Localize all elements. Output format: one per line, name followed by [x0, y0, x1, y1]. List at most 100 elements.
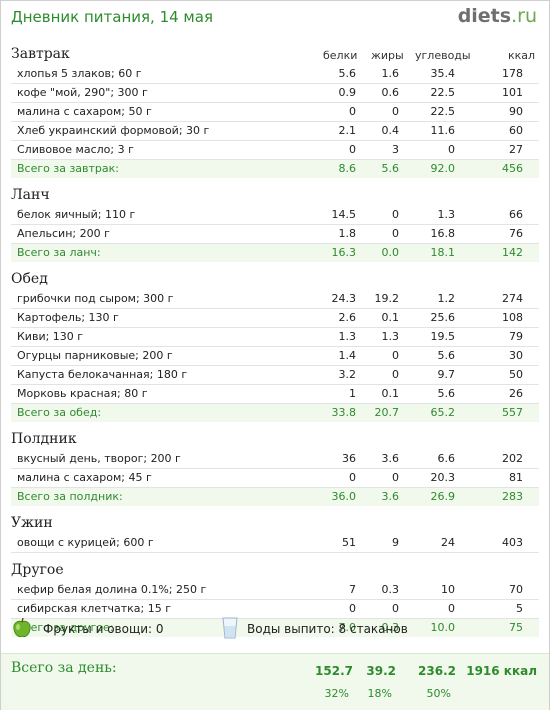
food-name: овощи с курицей; 600 г: [17, 536, 154, 549]
protein-value: 7: [349, 583, 356, 596]
total-carbs: 92.0: [430, 162, 456, 175]
kcal-value: 108: [502, 311, 523, 324]
meal-total-label: Всего за обед:: [17, 406, 102, 419]
food-row[interactable]: Апельсин; 200 г 1.8 0 16.8 76: [11, 225, 539, 244]
kcal-value: 81: [509, 471, 523, 484]
meal-section-title: Завтрак: [11, 46, 70, 62]
total-fat: 0.0: [381, 246, 400, 259]
total-fat: 5.6: [381, 162, 400, 175]
meal-section-title: Другое: [11, 562, 64, 578]
day-total-kcal: 1916 ккал: [466, 664, 537, 678]
meal-total-label: Всего за другое:: [17, 621, 114, 634]
food-name: Капуста белокачанная; 180 г: [17, 368, 188, 381]
food-row[interactable]: вкусный день, творог; 200 г 36 3.6 6.6 202: [11, 450, 539, 469]
kcal-value: 70: [509, 583, 523, 596]
food-row[interactable]: Хлеб украинский формовой; 30 г 2.1 0.4 11.6…: [11, 122, 539, 141]
kcal-value: 101: [502, 86, 523, 99]
protein-value: 51: [342, 536, 356, 549]
meal-section: Другое кефир белая долина 0.1%; 250 г 7 0.3…: [1, 559, 549, 643]
food-row[interactable]: грибочки под сыром; 300 г 24.3 19.2 1.2 274: [11, 290, 539, 309]
food-row[interactable]: малина с сахаром; 50 г 0 0 22.5 90: [11, 103, 539, 122]
food-row[interactable]: Сливовое масло; 3 г 0 3 0 27: [11, 141, 539, 160]
fat-value: 0: [392, 602, 399, 615]
logo-main-text: diets: [457, 5, 512, 27]
total-protein: 36.0: [331, 490, 357, 503]
column-header-carbs: углеводы: [415, 49, 471, 62]
green-apple-icon: [13, 617, 31, 638]
fat-value: 1.6: [381, 67, 400, 80]
fat-value: 19.2: [374, 292, 400, 305]
fat-value: 0: [392, 208, 399, 221]
kcal-value: 90: [509, 105, 523, 118]
extras-bar: Фрукты и овощи: 0 Воды выпито: 8 стакано…: [11, 615, 539, 645]
food-name: белок яичный; 110 г: [17, 208, 136, 221]
day-total-panel: Всего за день: 152.7 39.2 236.2 1916 кка…: [1, 653, 549, 710]
kcal-value: 76: [509, 227, 523, 240]
kcal-value: 50: [509, 368, 523, 381]
protein-value: 0: [349, 602, 356, 615]
day-total-protein: 152.7: [315, 664, 353, 678]
protein-value: 1: [349, 387, 356, 400]
fat-value: 0.6: [381, 86, 400, 99]
protein-value: 0.9: [338, 86, 357, 99]
kcal-value: 30: [509, 349, 523, 362]
protein-value: 0: [349, 105, 356, 118]
kcal-value: 178: [502, 67, 523, 80]
protein-value: 3.2: [338, 368, 357, 381]
food-name: малина с сахаром; 50 г: [17, 105, 152, 118]
food-row[interactable]: кефир белая долина 0.1%; 250 г 7 0.3 10 70: [11, 581, 539, 600]
diets-logo[interactable]: diets.ru: [458, 5, 537, 27]
kcal-value: 403: [502, 536, 523, 549]
meal-section-title: Обед: [11, 271, 48, 287]
carbs-value: 20.3: [430, 471, 456, 484]
food-row[interactable]: хлопья 5 злаков; 60 г 5.6 1.6 35.4 178: [11, 65, 539, 84]
meal-section-title: Ужин: [11, 515, 53, 531]
food-row[interactable]: сибирская клетчатка; 15 г 0 0 0 5: [11, 600, 539, 619]
food-name: хлопья 5 злаков; 60 г: [17, 67, 142, 80]
protein-value: 1.4: [338, 349, 357, 362]
total-kcal: 75: [509, 621, 523, 634]
day-total-fat: 39.2: [366, 664, 396, 678]
food-name: грибочки под сыром; 300 г: [17, 292, 174, 305]
meal-section: Полдник вкусный день, творог; 200 г 36 3.6 6…: [1, 428, 549, 512]
food-row[interactable]: Огурцы парниковые; 200 г 1.4 0 5.6 30: [11, 347, 539, 366]
column-header-protein: белки: [323, 49, 358, 62]
total-carbs: 26.9: [430, 490, 456, 503]
food-row[interactable]: Картофель; 130 г 2.6 0.1 25.6 108: [11, 309, 539, 328]
food-row[interactable]: малина с сахаром; 45 г 0 0 20.3 81: [11, 469, 539, 488]
carbs-value: 1.2: [437, 292, 456, 305]
column-header-fat: жиры: [371, 49, 404, 62]
protein-value: 24.3: [331, 292, 357, 305]
glass-of-water-icon: [222, 617, 238, 639]
food-row[interactable]: кофе "мой, 290"; 300 г 0.9 0.6 22.5 101: [11, 84, 539, 103]
food-row[interactable]: овощи с курицей; 600 г 51 9 24 403: [11, 534, 539, 553]
meal-sections: Завтрак хлопья 5 злаков; 60 г 5.6 1.6 35.4 17…: [1, 43, 549, 643]
kcal-value: 60: [509, 124, 523, 137]
water-drunk-count: Воды выпито: 8 стаканов: [247, 622, 408, 636]
kcal-value: 274: [502, 292, 523, 305]
page-header: Дневник питания, 14 мая diets.ru: [1, 1, 549, 37]
food-row[interactable]: Морковь красная; 80 г 1 0.1 5.6 26: [11, 385, 539, 404]
carbs-value: 16.8: [430, 227, 456, 240]
fat-value: 0.4: [381, 124, 400, 137]
kcal-value: 66: [509, 208, 523, 221]
meal-total-row: Всего за завтрак: 8.6 5.6 92.0 456: [11, 160, 539, 178]
kcal-value: 26: [509, 387, 523, 400]
food-row[interactable]: Киви; 130 г 1.3 1.3 19.5 79: [11, 328, 539, 347]
meal-section: Ланч белок яичный; 110 г 14.5 0 1.3 66 Апельси…: [1, 184, 549, 268]
meal-total-row: Всего за обед: 33.8 20.7 65.2 557: [11, 404, 539, 422]
food-row[interactable]: белок яичный; 110 г 14.5 0 1.3 66: [11, 206, 539, 225]
carbs-value: 0: [448, 143, 455, 156]
protein-value: 2.6: [338, 311, 357, 324]
kcal-value: 202: [502, 452, 523, 465]
food-name: Апельсин; 200 г: [17, 227, 110, 240]
food-name: Огурцы парниковые; 200 г: [17, 349, 173, 362]
food-row[interactable]: Капуста белокачанная; 180 г 3.2 0 9.7 50: [11, 366, 539, 385]
meal-total-row: Всего за полдник: 36.0 3.6 26.9 283: [11, 488, 539, 506]
carbs-value: 25.6: [430, 311, 456, 324]
carbs-value: 6.6: [437, 452, 456, 465]
total-protein: 16.3: [331, 246, 357, 259]
total-protein: 33.8: [331, 406, 357, 419]
protein-value: 0: [349, 143, 356, 156]
